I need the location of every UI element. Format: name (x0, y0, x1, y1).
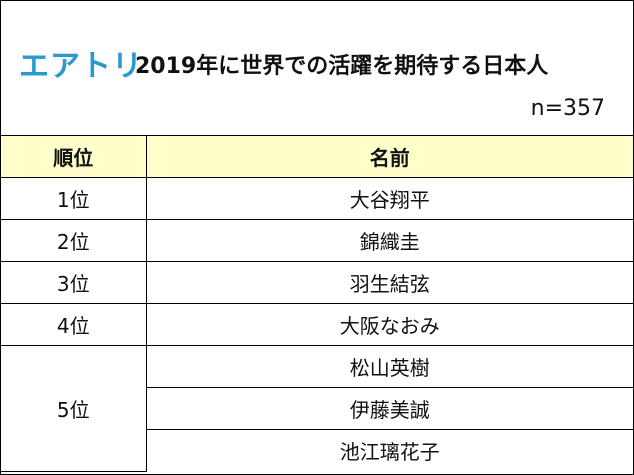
rank-cell: 4位 (1, 303, 147, 346)
table-row: 3位 羽生結弦 (1, 261, 633, 304)
rank-cell: 2位 (1, 219, 147, 262)
table-row: 1位 大谷翔平 (1, 177, 633, 220)
brand-logo: エアトリ (19, 49, 143, 84)
table-row: 池江璃花子 (1, 429, 633, 471)
table-row: 2位 錦織圭 (1, 219, 633, 262)
name-cell: 大谷翔平 (145, 177, 633, 220)
name-cell: 伊藤美誠 (146, 387, 633, 430)
rank-cell: 3位 (1, 261, 147, 304)
name-cell: 大阪なおみ (145, 303, 633, 346)
card-header: エアトリ 2019年に世界での活躍を期待する日本人 n=357 (1, 1, 633, 136)
rank-cell: 5位 (1, 345, 147, 472)
ranking-table: 順位 名前 1位 大谷翔平 2位 錦織圭 3位 羽生結弦 4位 大阪なおみ 5位 (1, 136, 633, 472)
page-title: 2019年に世界での活躍を期待する日本人 (135, 54, 549, 79)
name-cell: 錦織圭 (145, 219, 633, 262)
table-header-row: 順位 名前 (1, 136, 633, 178)
name-cell: 羽生結弦 (145, 261, 633, 304)
table-row: 伊藤美誠 (1, 387, 633, 430)
table-row: 5位 松山英樹 (1, 345, 633, 472)
name-cell: 池江璃花子 (146, 429, 633, 471)
name-cell: 松山英樹 (145, 345, 633, 388)
column-header-rank: 順位 (1, 136, 147, 178)
table-row: 4位 大阪なおみ (1, 303, 633, 346)
rank-cell: 1位 (1, 177, 147, 220)
sample-size: n=357 (530, 96, 605, 121)
column-header-name: 名前 (145, 136, 633, 178)
